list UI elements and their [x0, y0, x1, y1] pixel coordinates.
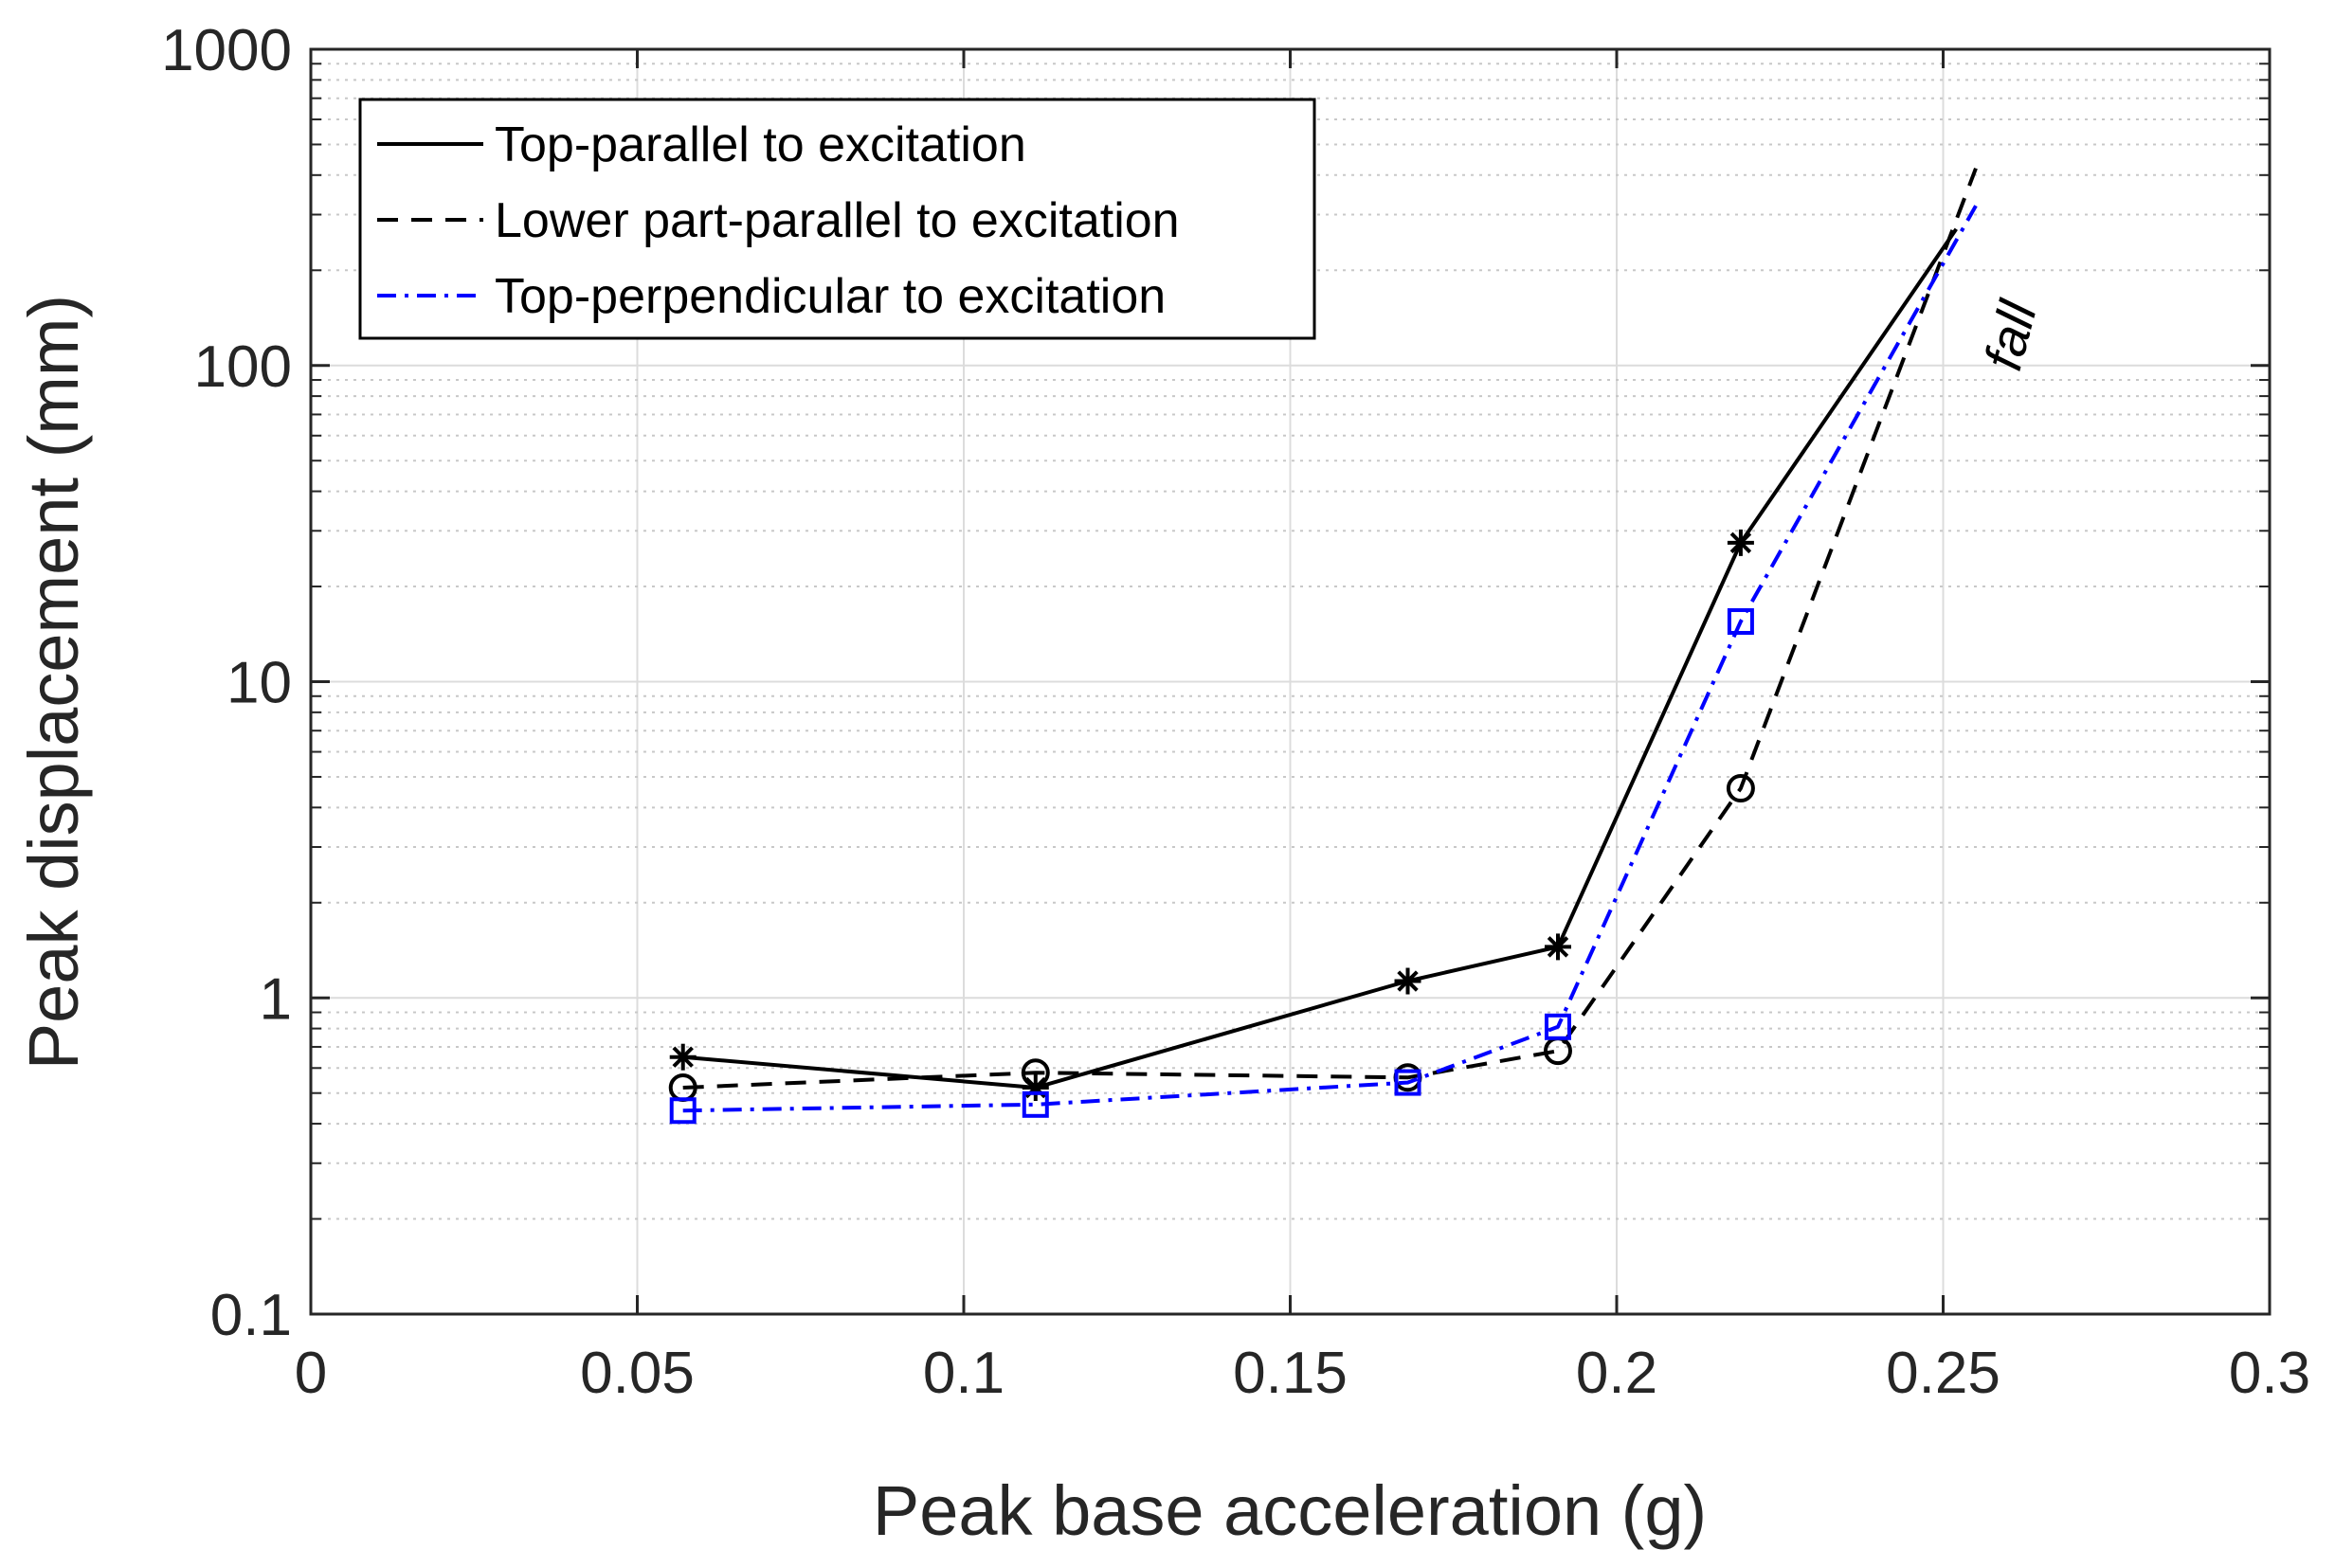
x-tick-label: 0.1: [923, 1341, 1005, 1406]
legend-label: Top-parallel to excitation: [495, 117, 1026, 172]
y-axis-title: Peak displacement (mm): [14, 295, 93, 1070]
data-point-asterisk: [1727, 529, 1754, 556]
data-point-square: [1727, 607, 1754, 635]
y-axis: 0.1 1 10 100 1000: [161, 18, 2270, 1348]
y-tick-label: 100: [194, 334, 292, 400]
x-tick-label: 0.2: [1576, 1341, 1657, 1406]
x-tick-label: 0: [295, 1341, 327, 1406]
data-point-asterisk: [1544, 933, 1571, 961]
legend-box: [358, 98, 1316, 340]
annotation-layer: fall: [1973, 294, 2049, 376]
x-tick-label: 0.3: [2229, 1341, 2310, 1406]
annotation-label: fall: [1973, 294, 2049, 376]
data-point-square: [669, 1097, 697, 1125]
x-axis: 0 0.05 0.1 0.15 0.2 0.25 0.3: [295, 49, 2310, 1406]
series-layer: [668, 167, 1978, 1125]
legend-item: Top-perpendicular to excitation: [377, 269, 1166, 324]
series-line: [682, 167, 1978, 1090]
series-line: [682, 227, 1958, 1090]
series-line: [682, 205, 1978, 1113]
data-point-asterisk: [669, 1043, 697, 1071]
y-tick-label: 1000: [161, 18, 292, 83]
y-tick-label: 0.1: [210, 1283, 292, 1348]
data-point-circle: [1726, 774, 1755, 803]
y-tick-label: 1: [260, 966, 292, 1032]
legend-label: Top-perpendicular to excitation: [495, 269, 1166, 324]
data-point-square: [1394, 1069, 1421, 1096]
data-point-circle: [1021, 1058, 1050, 1088]
x-tick-label: 0.25: [1886, 1341, 2000, 1406]
legend-item: Top-parallel to excitation: [377, 117, 1026, 172]
y-tick-label: 10: [226, 651, 292, 716]
legend-label: Lower part-parallel to excitation: [495, 193, 1180, 248]
legend: Top-parallel to excitation Lower part-par…: [358, 98, 1316, 340]
data-point-square: [1022, 1090, 1049, 1118]
data-point-square: [1544, 1013, 1571, 1040]
legend-item: Lower part-parallel to excitation: [377, 193, 1180, 248]
series-1: [669, 227, 1958, 1102]
x-tick-label: 0.05: [580, 1341, 695, 1406]
data-point-asterisk: [1394, 967, 1421, 995]
x-tick-label: 0.15: [1233, 1341, 1348, 1406]
series-3: [669, 205, 1978, 1125]
x-axis-title: Peak base acceleration (g): [873, 1471, 1707, 1550]
